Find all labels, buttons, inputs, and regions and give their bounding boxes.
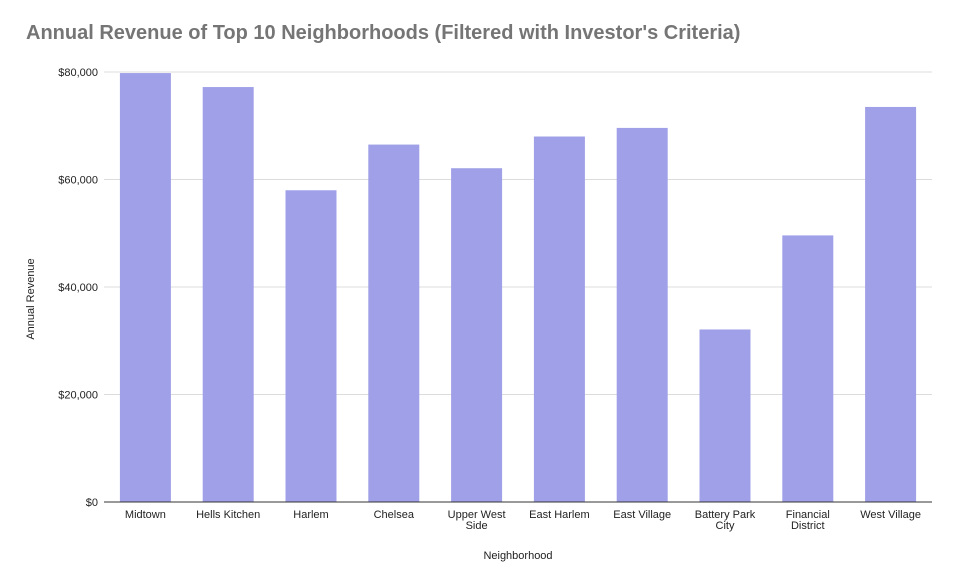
bar xyxy=(451,168,503,502)
x-tick-label: East Village xyxy=(613,509,671,521)
y-tick-label: $40,000 xyxy=(58,282,98,294)
x-tick-label-line: Midtown xyxy=(125,509,166,521)
bar xyxy=(782,235,834,502)
x-tick-label-line: Hells Kitchen xyxy=(196,509,260,521)
x-tick-label-line: District xyxy=(791,520,825,532)
x-tick-label-line: Battery Park xyxy=(695,509,756,521)
x-axis-label: Neighborhood xyxy=(483,550,552,562)
bar xyxy=(119,73,171,502)
bar xyxy=(699,329,751,502)
y-tick-label: $80,000 xyxy=(58,67,98,79)
chart-title: Annual Revenue of Top 10 Neighborhoods (… xyxy=(26,22,741,44)
bar xyxy=(533,136,585,502)
bar xyxy=(368,144,420,502)
x-tick-label-line: Chelsea xyxy=(374,509,415,521)
x-tick-label-line: Side xyxy=(466,520,488,532)
bars xyxy=(119,73,917,503)
x-tick-label: Battery Park City xyxy=(695,509,756,532)
y-tick-label: $20,000 xyxy=(58,390,98,402)
x-tick-label-line: Upper West xyxy=(448,509,506,521)
x-tick-label: Hells Kitchen xyxy=(196,509,260,521)
y-tick-labels: $0 $20,000 $40,000 $60,000 $80,000 xyxy=(58,67,98,509)
bar xyxy=(202,87,254,503)
x-tick-label-line: Harlem xyxy=(293,509,328,521)
bar xyxy=(616,127,668,503)
y-tick-label: $0 xyxy=(86,497,98,509)
bar xyxy=(285,190,337,502)
x-tick-label-line: West Village xyxy=(860,509,921,521)
x-tick-label: Midtown xyxy=(125,509,166,521)
x-tick-label: Upper West Side xyxy=(448,509,506,532)
bar xyxy=(865,106,917,502)
x-tick-label-line: East Village xyxy=(613,509,671,521)
x-tick-label-line: East Harlem xyxy=(529,509,590,521)
x-tick-label: East Harlem xyxy=(529,509,590,521)
x-tick-label-line: Financial xyxy=(786,509,830,521)
x-tick-label: West Village xyxy=(860,509,921,521)
x-tick-label: Chelsea xyxy=(374,509,415,521)
x-tick-labels: Midtown Hells Kitchen Harlem Chelsea Upper W… xyxy=(125,509,921,532)
y-axis-label: Annual Revenue xyxy=(25,258,37,339)
x-tick-label: Harlem xyxy=(293,509,328,521)
x-tick-label-line: City xyxy=(716,520,735,532)
y-tick-label: $60,000 xyxy=(58,175,98,187)
x-tick-label: Financial District xyxy=(786,509,830,532)
